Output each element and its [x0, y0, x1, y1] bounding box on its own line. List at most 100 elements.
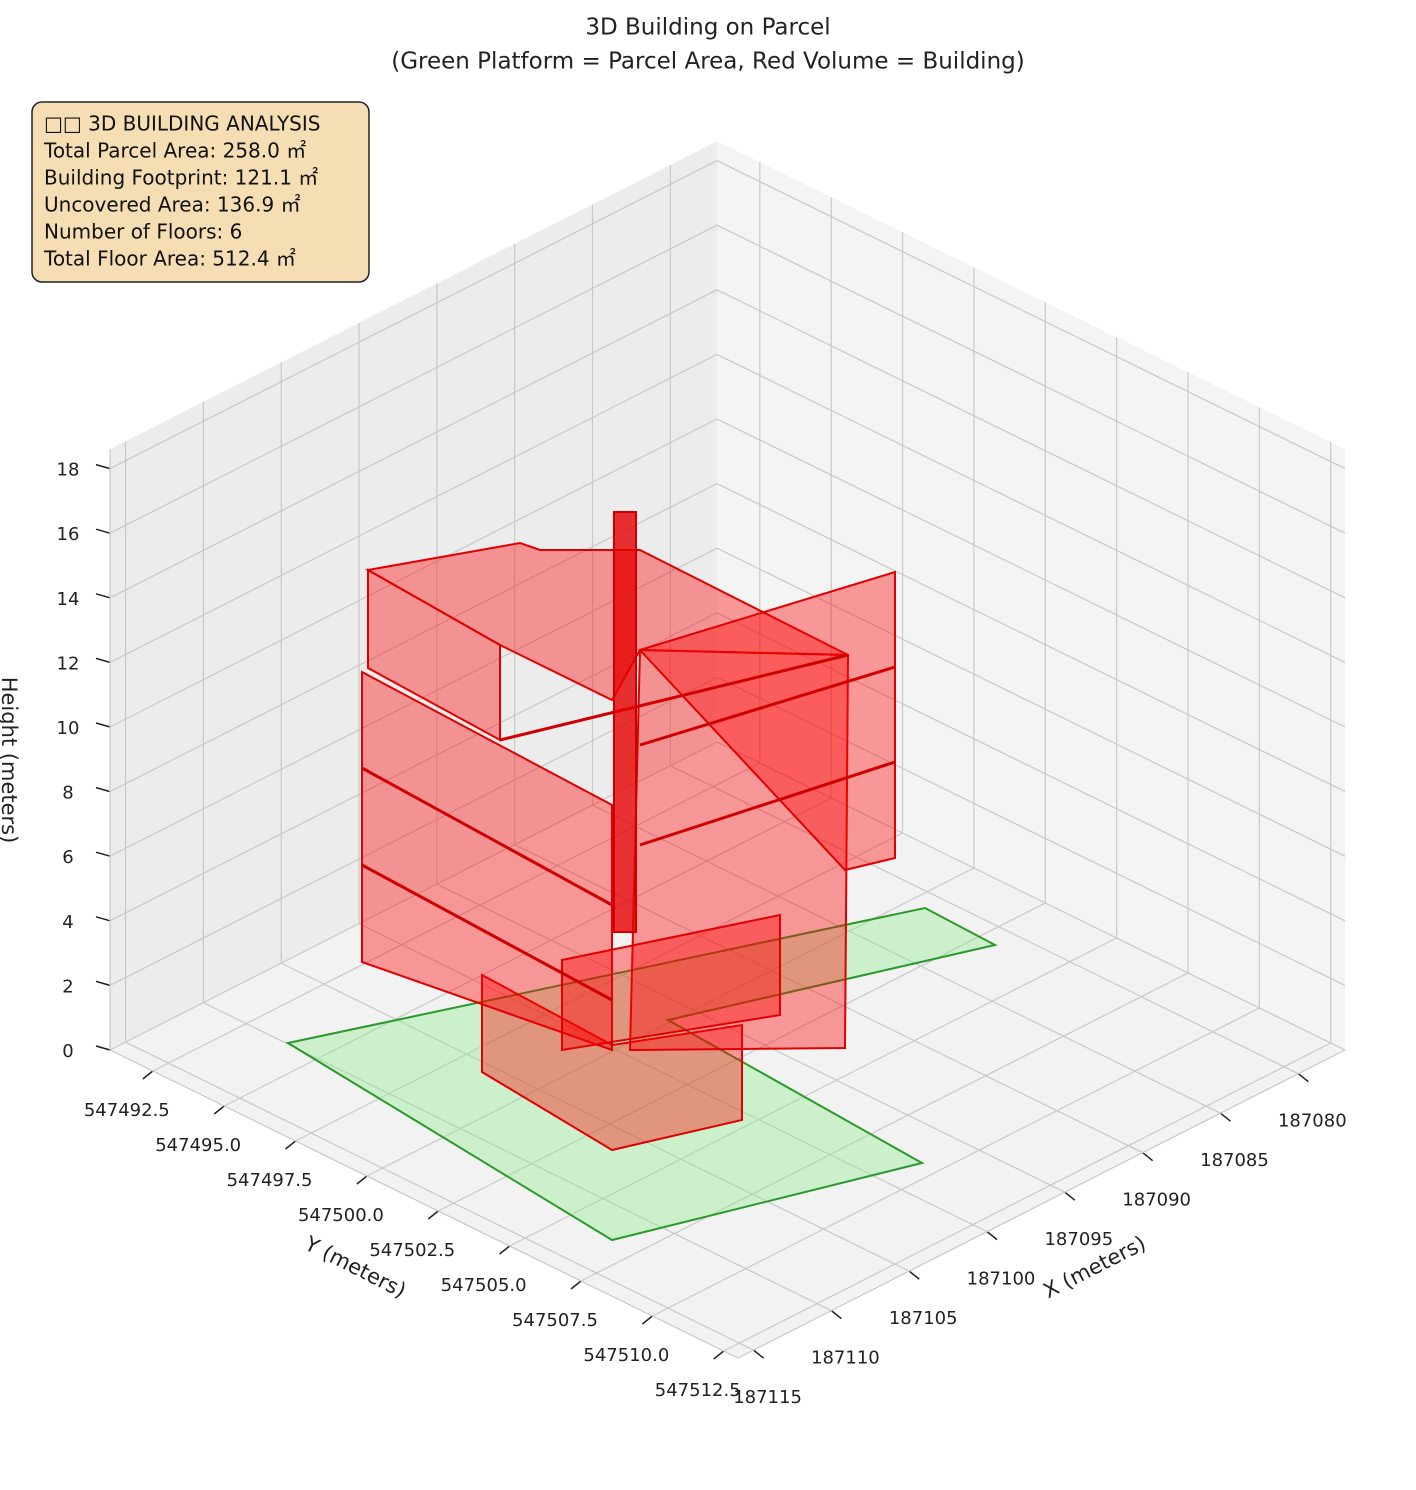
info-line: Number of Floors: 6 [44, 220, 242, 244]
y-tick [142, 1070, 154, 1080]
building-face [638, 570, 896, 872]
x-tick-label: 187105 [889, 1308, 958, 1329]
grid-line [716, 418, 1346, 728]
z-tick-label: 10 [57, 718, 80, 739]
grid-line [716, 160, 1346, 470]
grid-line [723, 1042, 1331, 1352]
x-tick [1297, 1073, 1309, 1083]
grid-line [109, 289, 718, 599]
grid-line [580, 972, 1189, 1282]
grid-line [670, 765, 1299, 1075]
y-tick-label: 547505.0 [441, 1275, 527, 1296]
x-tick [908, 1270, 920, 1280]
z-tick-label: 8 [62, 783, 73, 804]
chart-title: 3D Building on Parcel [585, 15, 830, 41]
y-tick-label: 547512.5 [655, 1380, 741, 1401]
x-tick [1220, 1112, 1231, 1122]
grid-line [509, 937, 1117, 1247]
y-tick [285, 1140, 297, 1150]
z-tick-label: 2 [62, 976, 73, 997]
z-tick-label: 18 [57, 460, 80, 481]
grid-line [716, 547, 1346, 857]
grid-line [109, 224, 718, 534]
floor-line [639, 760, 896, 847]
x-tick [830, 1310, 842, 1320]
y-tick [570, 1280, 582, 1290]
scene [285, 511, 998, 1242]
grid-line [295, 832, 903, 1142]
z-tick-label: 12 [57, 653, 80, 674]
y-tick-label: 547500.0 [298, 1205, 384, 1226]
floor-line [361, 766, 613, 907]
grid-line [109, 353, 718, 663]
z-tick-label: 14 [57, 589, 80, 610]
chart-subtitle: (Green Platform = Parcel Area, Red Volum… [391, 49, 1024, 75]
y-tick-label: 547507.5 [512, 1310, 598, 1331]
spire [613, 511, 637, 933]
y-tick-label: 547497.5 [227, 1170, 313, 1191]
y-tick-label: 547495.0 [155, 1135, 241, 1156]
floor-line [361, 863, 613, 1002]
y-tick [713, 1350, 725, 1360]
grid-line [109, 160, 718, 470]
grid-line [716, 612, 1346, 922]
info-box: □□ 3D BUILDING ANALYSIS Total Parcel Area… [31, 101, 370, 283]
z-tick [95, 916, 111, 922]
z-tick-label: 16 [57, 524, 80, 545]
y-tick-label: 547492.5 [84, 1100, 170, 1121]
grid-line [280, 962, 910, 1272]
y-tick-label: 547502.5 [369, 1240, 455, 1261]
info-box-frame [31, 101, 370, 283]
grid-line [716, 224, 1346, 534]
x-tick-label: 187100 [967, 1269, 1036, 1290]
grid-line [716, 676, 1346, 986]
y-tick-label: 547510.0 [583, 1345, 669, 1366]
z-tick [95, 593, 111, 599]
grid-line [652, 1007, 1260, 1317]
x-tick [1142, 1152, 1154, 1162]
z-tick-label: 0 [62, 1041, 73, 1062]
z-tick [95, 851, 111, 857]
z-tick [95, 1045, 111, 1051]
z-tick [95, 980, 111, 987]
x-tick [986, 1231, 998, 1241]
grid-line [436, 883, 1066, 1193]
z-tick [95, 528, 111, 534]
z-tick [95, 722, 111, 728]
grid-line [716, 741, 1346, 1051]
y-tick [641, 1315, 653, 1325]
grid-line [716, 289, 1346, 599]
parcel [285, 906, 998, 1242]
floor-line [639, 665, 896, 747]
grid-line [109, 418, 718, 728]
x-tick-label: 187080 [1278, 1111, 1347, 1132]
y-tick [499, 1245, 511, 1255]
info-line: Uncovered Area: 136.9 ㎡ [44, 193, 301, 217]
x-tick-label: 187110 [811, 1348, 880, 1369]
x-tick-label: 187115 [733, 1387, 802, 1408]
z-tick [95, 463, 111, 470]
z-tick [95, 657, 111, 664]
info-line: Building Footprint: 121.1 ㎡ [44, 166, 318, 190]
grid-line [592, 804, 1221, 1114]
z-tick-label: 6 [62, 847, 73, 868]
z-tick-label: 4 [62, 912, 73, 933]
y-axis-line [109, 1049, 739, 1359]
x-axis-line [737, 1049, 1346, 1359]
grid-line [125, 1041, 754, 1351]
x-tick [753, 1349, 765, 1359]
grid-line [716, 353, 1346, 663]
info-line: Total Parcel Area: 258.0 ㎡ [43, 139, 306, 163]
y-tick [213, 1105, 225, 1115]
info-line: Total Floor Area: 512.4 ㎡ [43, 247, 296, 271]
x-tick-label: 187085 [1200, 1150, 1269, 1171]
grid-line [358, 923, 988, 1233]
z-tick [95, 786, 111, 793]
y-tick [356, 1175, 368, 1185]
building-face [561, 913, 781, 1052]
z-axis-label: Height (meters) [0, 677, 21, 844]
x-tick [1064, 1191, 1076, 1201]
grid-line [203, 1002, 832, 1312]
grid-line [223, 797, 832, 1107]
